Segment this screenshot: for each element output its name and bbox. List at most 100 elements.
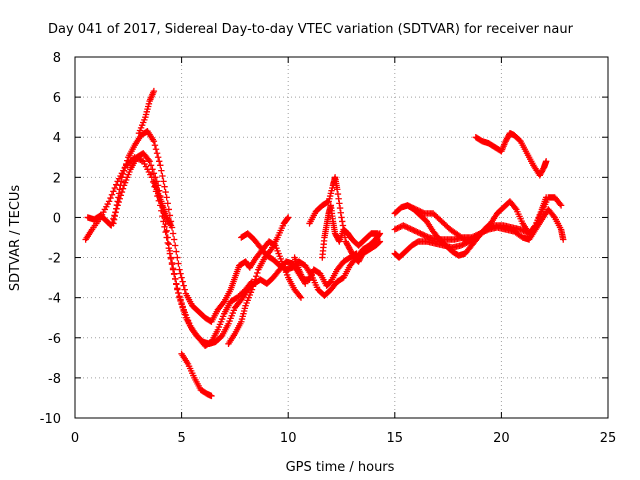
data-point [167,222,175,229]
x-tick-label: 10 [280,431,297,446]
data-point [181,286,188,293]
data-point [147,162,155,169]
data-point [465,237,472,245]
data-point [176,266,183,273]
data-point [469,235,477,243]
data-point [167,254,175,261]
data-point [117,178,125,185]
data-point [172,242,179,249]
data-point [251,276,259,283]
data-point [285,214,292,221]
chart-title: Day 041 of 2017, Sidereal Day-to-day VTE… [48,22,574,37]
data-point [412,206,420,213]
data-point [253,273,260,280]
data-point [411,227,418,235]
data-point [169,265,177,272]
data-point [418,208,426,216]
data-point [414,206,421,214]
data-point [337,209,344,216]
data-point [119,185,127,192]
data-point [334,186,341,193]
data-point [391,226,398,233]
data-point [150,87,158,95]
data-point [339,218,346,225]
data-point [374,230,381,237]
data-point [400,222,407,229]
series-track-4 [135,87,158,137]
data-point [115,190,123,197]
data-point [376,238,384,245]
data-point [167,220,174,228]
data-point [158,167,165,174]
data-point [162,228,169,236]
data-point [174,254,181,261]
data-point [172,275,179,283]
data-point [297,294,305,301]
data-point [166,247,174,255]
data-point [395,224,403,231]
data-point [169,230,177,237]
data-point [339,222,347,229]
data-point [113,205,120,212]
series-track-3 [110,128,305,325]
data-point [179,278,186,285]
data-point [468,236,475,243]
x-tick-label: 20 [493,431,510,446]
data-point [116,186,123,193]
data-point [424,233,431,241]
data-point [471,234,478,242]
x-axis-label: GPS time / hours [286,460,395,475]
y-tick-label: -8 [48,372,61,387]
data-point [408,226,416,233]
data-point [145,156,152,164]
data-point [162,188,169,196]
data-point [326,279,333,287]
data-point [107,194,114,202]
data-point [118,174,126,181]
data-point [397,223,404,231]
data-point [411,205,418,212]
data-point [466,236,474,244]
data-point [152,174,159,181]
data-point [478,229,485,237]
data-point [550,212,557,220]
data-point [422,232,430,240]
data-point [421,232,428,239]
data-point [151,142,159,149]
data-point [266,247,274,255]
data-point [208,392,215,400]
data-point [249,283,257,290]
data-point [483,226,491,234]
data-point [122,160,130,168]
data-point [150,170,158,177]
data-point [415,229,423,237]
data-point [334,190,342,198]
data-point [401,222,408,230]
data-point [324,198,331,206]
data-point [472,234,480,241]
data-point [284,215,291,222]
data-point [557,202,565,209]
data-point [556,200,564,208]
data-point [164,200,171,207]
series-track-5 [150,178,175,229]
data-point [402,223,410,231]
y-tick-label: 0 [53,211,61,226]
data-point [420,209,427,216]
data-point [481,228,488,235]
x-tick-label: 25 [600,431,617,446]
data-point [161,183,168,190]
x-tick-labels: 0 5 10 15 20 25 [71,431,616,446]
data-point [149,166,156,173]
data-point [405,202,413,210]
series-track-17 [472,130,550,179]
data-point [459,241,466,249]
data-point [110,216,118,223]
data-point [150,138,158,145]
data-point [405,224,413,232]
data-point [407,203,414,210]
data-point [475,230,482,238]
data-point [482,227,489,235]
series-track-10 [306,174,384,265]
